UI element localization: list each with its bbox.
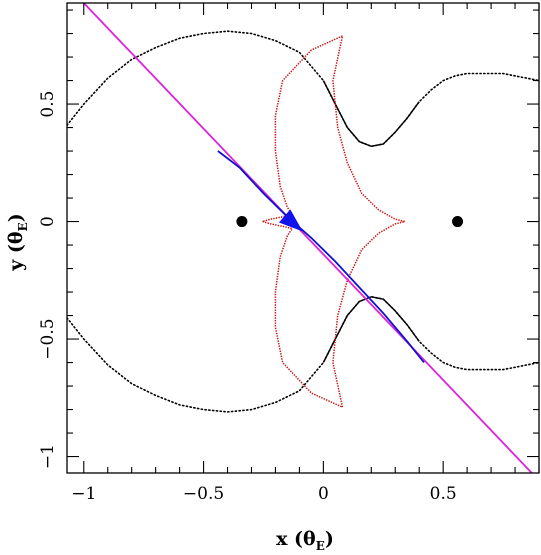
plot-frame — [66, 2, 540, 474]
y-axis-label-close: ) — [5, 213, 27, 222]
lens-point-1 — [236, 216, 248, 228]
data-layer — [67, 3, 539, 473]
source-trajectory-line — [83, 3, 533, 473]
y-axis-label-sub: E — [16, 222, 30, 231]
x-axis-label-main: x (θ — [276, 528, 316, 550]
x-axis-label-close: ) — [325, 528, 334, 550]
y-axis-label: y (θE) — [5, 213, 30, 271]
trajectory-arrow-head — [278, 209, 303, 232]
y-tick-label: 0.5 — [38, 91, 58, 118]
y-tick-label: −0.5 — [38, 318, 58, 359]
lens-trajectory-line — [217, 150, 425, 364]
critical-curve-lower-solid — [322, 296, 420, 363]
x-tick-label: 0.5 — [430, 484, 457, 504]
x-tick-label: −1 — [71, 484, 96, 504]
critical-curve-upper-solid — [322, 80, 420, 148]
x-tick-label: 0 — [318, 484, 329, 504]
x-axis-label-sub: E — [316, 539, 325, 553]
y-tick-label: −1 — [38, 444, 58, 469]
lens-point-2 — [452, 216, 464, 228]
x-tick-label: −0.5 — [183, 484, 224, 504]
y-tick-label: 0 — [38, 216, 58, 227]
y-axis-label-main: y (θ — [5, 231, 27, 271]
x-axis-label: x (θE) — [276, 528, 334, 553]
caustic-curve — [259, 34, 405, 409]
tick-layer: −1 −0.5 0 0.5 −1 −0.5 0 0.5 — [38, 3, 540, 504]
